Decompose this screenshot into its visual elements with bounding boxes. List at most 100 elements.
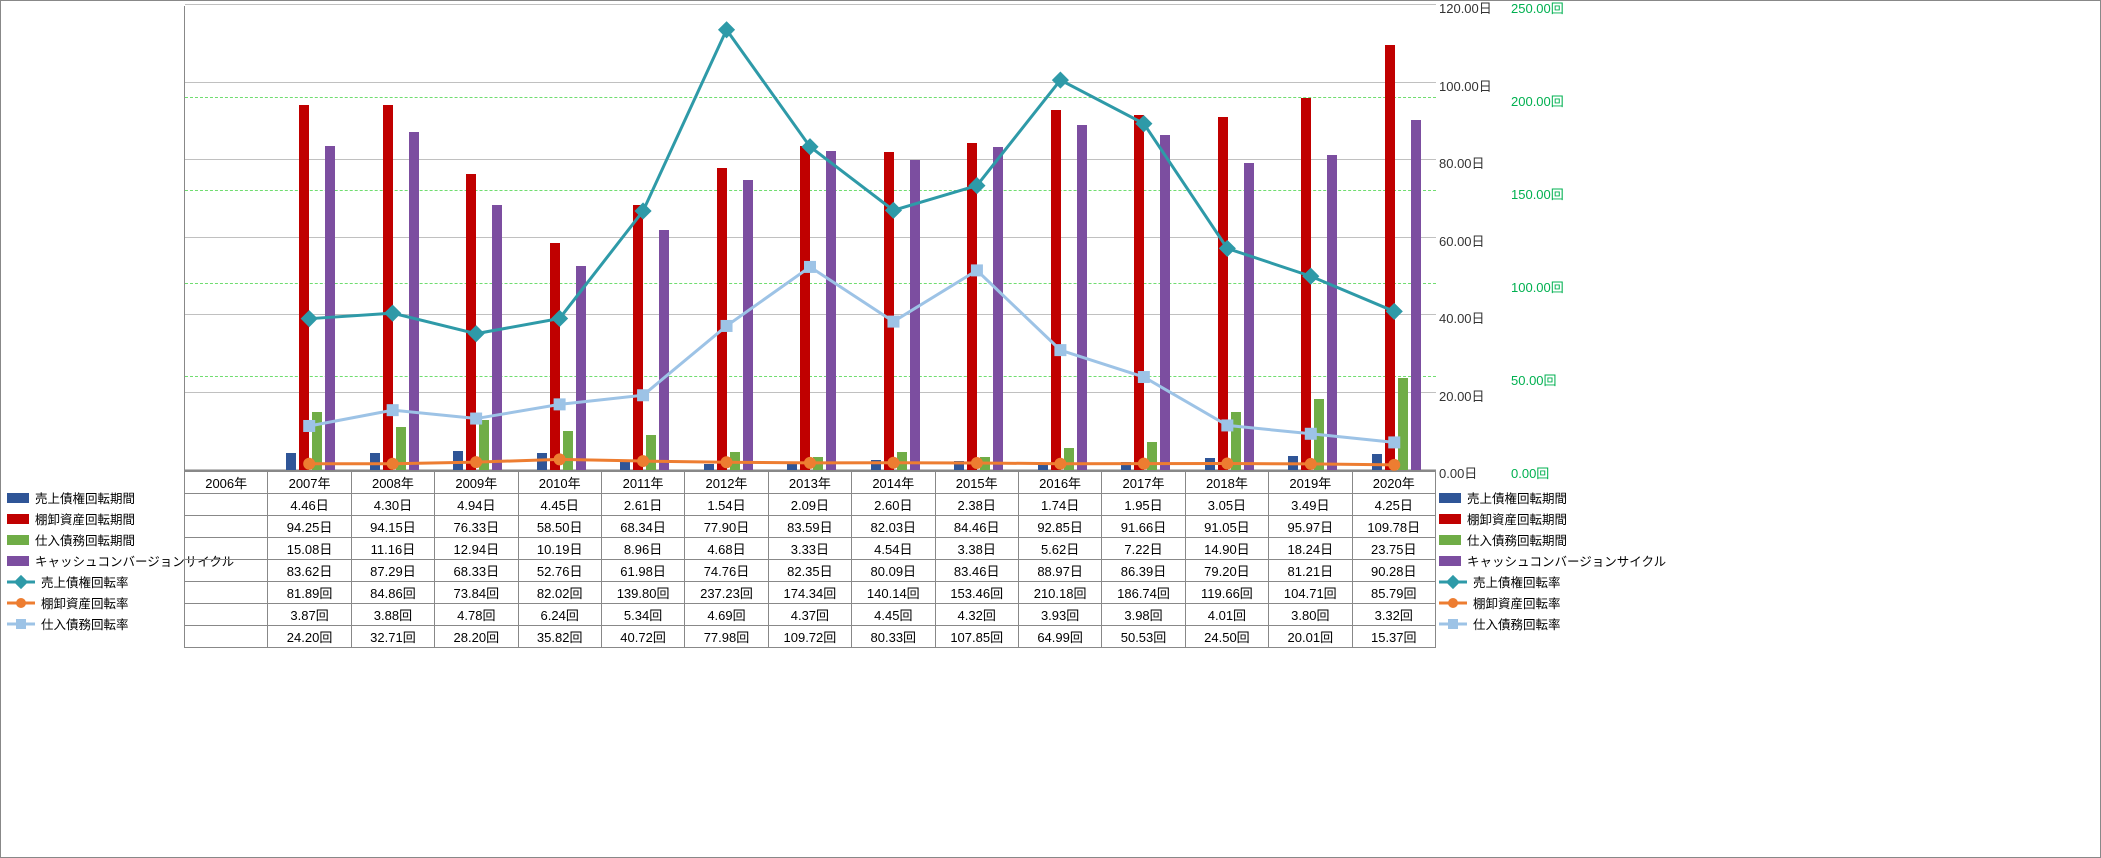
table-cell: 81.21日 xyxy=(1269,560,1352,582)
bar-ccc xyxy=(1327,155,1337,470)
legend-right: 売上債権回転期間棚卸資産回転期間仕入債務回転期間キャッシュコンバージョンサイクル… xyxy=(1439,487,1659,634)
table-cell: 68.34日 xyxy=(601,516,684,538)
table-cell: 3.38日 xyxy=(935,538,1018,560)
table-cell: 210.18回 xyxy=(1018,582,1101,604)
y-axis-turns: 0.00回50.00回100.00回150.00回200.00回250.00回 xyxy=(1511,1,1581,476)
table-cell: 90.28日 xyxy=(1352,560,1435,582)
table-cell: 6.24回 xyxy=(518,604,601,626)
bar-ap_days xyxy=(479,420,489,470)
bar-inv_days xyxy=(1385,45,1395,470)
table-cell: 15.08日 xyxy=(268,538,351,560)
bar-ap_days xyxy=(1314,399,1324,470)
table-cell: 83.46日 xyxy=(935,560,1018,582)
table-cell: 50.53回 xyxy=(1102,626,1185,648)
bar-ap_days xyxy=(1231,412,1241,470)
bar-ar_days xyxy=(954,461,964,470)
table-cell: 73.84回 xyxy=(435,582,518,604)
legend-label: 棚卸資産回転期間 xyxy=(35,509,135,528)
table-cell: 4.78回 xyxy=(435,604,518,626)
bar-ap_days xyxy=(1398,378,1408,470)
table-header-year: 2010年 xyxy=(518,472,601,494)
legend-swatch-icon xyxy=(7,493,29,503)
table-cell: 35.82回 xyxy=(518,626,601,648)
table-cell: 94.15日 xyxy=(351,516,434,538)
table-row: 4.46日4.30日4.94日4.45日2.61日1.54日2.09日2.60日… xyxy=(185,494,1436,516)
table-cell: 58.50日 xyxy=(518,516,601,538)
table-cell: 82.02回 xyxy=(518,582,601,604)
table-cell: 84.86回 xyxy=(351,582,434,604)
bar-ar_days xyxy=(370,453,380,470)
bar-ar_days xyxy=(620,460,630,470)
legend-swatch-icon xyxy=(1439,575,1467,589)
bar-ccc xyxy=(910,160,920,470)
table-row: 94.25日94.15日76.33日58.50日68.34日77.90日83.5… xyxy=(185,516,1436,538)
table-cell: 4.54日 xyxy=(852,538,935,560)
bar-inv_days xyxy=(383,105,393,470)
bar-ccc xyxy=(993,147,1003,470)
legend-item-ap_turn: 仕入債務回転率 xyxy=(7,613,183,634)
bar-ar_days xyxy=(787,462,797,470)
table-row: 81.89回84.86回73.84回82.02回139.80回237.23回17… xyxy=(185,582,1436,604)
table-cell: 1.95日 xyxy=(1102,494,1185,516)
table-cell: 28.20回 xyxy=(435,626,518,648)
legend-swatch-icon xyxy=(1439,617,1467,631)
table-cell: 4.25日 xyxy=(1352,494,1435,516)
table-cell: 74.76日 xyxy=(685,560,768,582)
bar-inv_days xyxy=(299,105,309,470)
bar-ap_days xyxy=(980,457,990,470)
bar-inv_days xyxy=(884,152,894,470)
bar-ar_days xyxy=(704,464,714,470)
data-table: 2006年2007年2008年2009年2010年2011年2012年2013年… xyxy=(184,471,1436,648)
table-cell: 91.66日 xyxy=(1102,516,1185,538)
legend-swatch-icon xyxy=(1439,596,1467,610)
table-row: 83.62日87.29日68.33日52.76日61.98日74.76日82.3… xyxy=(185,560,1436,582)
bar-ccc xyxy=(1244,163,1254,470)
bar-ar_days xyxy=(453,451,463,470)
table-cell: 3.33日 xyxy=(768,538,851,560)
table-cell xyxy=(185,582,268,604)
legend-label: 売上債権回転期間 xyxy=(35,488,135,507)
table-header-year: 2011年 xyxy=(601,472,684,494)
table-cell: 83.59日 xyxy=(768,516,851,538)
bar-inv_days xyxy=(466,174,476,470)
bar-ar_days xyxy=(871,460,881,470)
table-cell: 76.33日 xyxy=(435,516,518,538)
table-cell: 82.03日 xyxy=(852,516,935,538)
table-cell: 77.98回 xyxy=(685,626,768,648)
table-header-year: 2008年 xyxy=(351,472,434,494)
table-header-year: 2019年 xyxy=(1269,472,1352,494)
bar-inv_days xyxy=(1134,115,1144,470)
table-cell: 12.94日 xyxy=(435,538,518,560)
table-cell xyxy=(185,538,268,560)
table-cell: 52.76日 xyxy=(518,560,601,582)
table-cell: 10.19日 xyxy=(518,538,601,560)
table-header-year: 2018年 xyxy=(1185,472,1268,494)
table-cell: 2.61日 xyxy=(601,494,684,516)
legend-item-ar_turn: 売上債権回転率 xyxy=(1439,571,1659,592)
legend-label: 売上債権回転率 xyxy=(1473,572,1561,591)
table-cell: 119.66回 xyxy=(1185,582,1268,604)
legend-label: 売上債権回転期間 xyxy=(1467,488,1567,507)
bar-inv_days xyxy=(633,205,643,470)
bar-ccc xyxy=(659,230,669,470)
bar-ar_days xyxy=(286,453,296,470)
bar-ar_days xyxy=(1038,463,1048,470)
table-cell: 77.90日 xyxy=(685,516,768,538)
table-cell: 186.74回 xyxy=(1102,582,1185,604)
table-header-year: 2006年 xyxy=(185,472,268,494)
table-cell: 174.34回 xyxy=(768,582,851,604)
table-cell: 87.29日 xyxy=(351,560,434,582)
legend-label: 仕入債務回転期間 xyxy=(1467,530,1567,549)
table-cell: 2.09日 xyxy=(768,494,851,516)
table-row: 3.87回3.88回4.78回6.24回5.34回4.69回4.37回4.45回… xyxy=(185,604,1436,626)
bar-ap_days xyxy=(1064,448,1074,470)
table-cell: 92.85日 xyxy=(1018,516,1101,538)
table-cell: 23.75日 xyxy=(1352,538,1435,560)
table-header-year: 2016年 xyxy=(1018,472,1101,494)
bar-ccc xyxy=(325,146,335,470)
table-cell: 86.39日 xyxy=(1102,560,1185,582)
table-cell xyxy=(185,494,268,516)
bar-ccc xyxy=(1077,125,1087,470)
table-header-year: 2012年 xyxy=(685,472,768,494)
legend-swatch-icon xyxy=(7,575,35,589)
